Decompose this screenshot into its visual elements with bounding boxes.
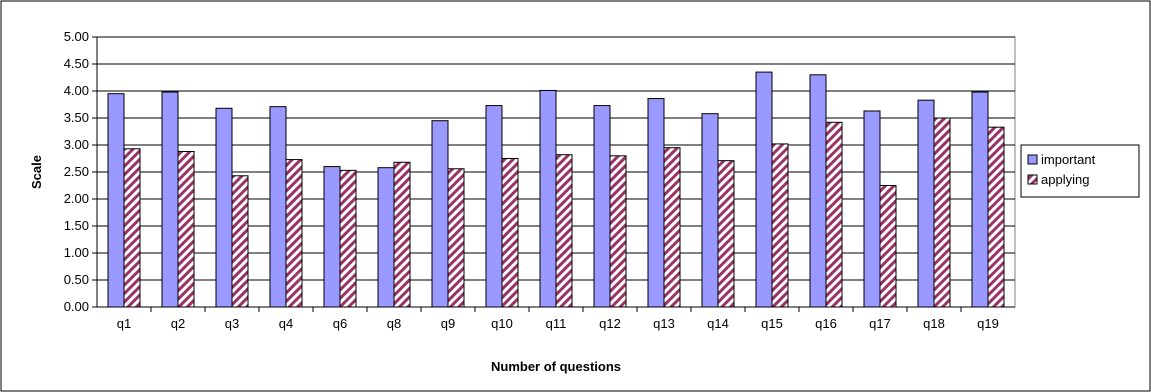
- x-tick-label: q13: [653, 316, 675, 331]
- bar-important-q19: [971, 91, 989, 308]
- y-tick-label: 0.50: [64, 272, 89, 287]
- y-tick-label: 1.00: [64, 245, 89, 260]
- y-tick-label: 0.00: [64, 299, 89, 314]
- x-tick-label: q14: [707, 316, 729, 331]
- bar-applying-q2: [177, 150, 195, 308]
- x-tick-label: q3: [225, 316, 239, 331]
- bar-applying-q8: [393, 161, 411, 308]
- x-tick-label: q18: [923, 316, 945, 331]
- x-tick-label: q8: [387, 316, 401, 331]
- y-tick-label: 5.00: [64, 29, 89, 44]
- bar-important-q3: [215, 107, 233, 308]
- bar-applying-q10: [501, 158, 519, 308]
- bar-applying-q11: [555, 154, 573, 308]
- x-tick-label: q17: [869, 316, 891, 331]
- y-tick-label: 2.00: [64, 191, 89, 206]
- legend-label-applying: applying: [1041, 172, 1089, 187]
- x-tick-label: q6: [333, 316, 347, 331]
- x-tick-label: q10: [491, 316, 513, 331]
- plot-area: 0.00 0.50 1.00 1.50 2.00 2.50 3.00 3.50 4.00 4.50…: [64, 29, 1016, 331]
- bar-applying-q9: [447, 168, 465, 308]
- bar-applying-q16: [825, 121, 843, 308]
- bar-important-q18: [917, 99, 935, 308]
- bar-important-q12: [593, 105, 611, 308]
- bar-applying-q15: [771, 143, 789, 308]
- bar-applying-q18: [933, 117, 951, 308]
- y-tick-label: 2.50: [64, 164, 89, 179]
- bar-important-q17: [863, 110, 881, 308]
- bar-applying-q3: [231, 175, 249, 308]
- bar-applying-q17: [879, 185, 897, 308]
- bar-important-q9: [431, 120, 449, 308]
- y-tick-label: 1.50: [64, 218, 89, 233]
- bar-applying-q12: [609, 155, 627, 308]
- x-tick-label: q19: [977, 316, 999, 331]
- legend: important applying: [1020, 144, 1140, 198]
- legend-swatch-important: [1027, 154, 1038, 165]
- y-tick-label: 3.50: [64, 110, 89, 125]
- x-axis-title: Number of questions: [491, 359, 621, 374]
- y-axis-title: Scale: [29, 155, 44, 189]
- bar-important-q2: [161, 91, 179, 308]
- bar-important-q15: [755, 71, 773, 308]
- bar-important-q11: [539, 89, 557, 308]
- x-tick-label: q11: [546, 316, 567, 331]
- bar-important-q6: [323, 166, 341, 308]
- bar-applying-q1: [123, 148, 141, 308]
- x-tick-label: q2: [171, 316, 185, 331]
- x-tick-label: q12: [599, 316, 621, 331]
- bar-applying-q13: [663, 147, 681, 308]
- x-tick-label: q16: [815, 316, 837, 331]
- bar-important-q8: [377, 167, 395, 308]
- bar-important-q10: [485, 105, 503, 308]
- bar-applying-q6: [339, 169, 357, 308]
- bar-important-q4: [269, 106, 287, 308]
- x-tick-label: q15: [761, 316, 783, 331]
- legend-box: [1020, 144, 1140, 198]
- bar-important-q14: [701, 113, 719, 308]
- bar-important-q13: [647, 98, 665, 308]
- bar-important-q16: [809, 74, 827, 308]
- bar-applying-q4: [285, 159, 303, 308]
- x-tick-label: q1: [117, 316, 131, 331]
- y-tick-label: 3.00: [64, 137, 89, 152]
- y-tick-label: 4.50: [64, 56, 89, 71]
- x-tick-label: q4: [279, 316, 293, 331]
- y-tick-label: 4.00: [64, 83, 89, 98]
- bar-applying-q14: [717, 160, 735, 308]
- bar-applying-q19: [987, 126, 1005, 308]
- bar-important-q1: [107, 93, 125, 308]
- legend-label-important: important: [1041, 152, 1096, 167]
- x-tick-label: q9: [441, 316, 455, 331]
- legend-swatch-applying: [1027, 174, 1038, 185]
